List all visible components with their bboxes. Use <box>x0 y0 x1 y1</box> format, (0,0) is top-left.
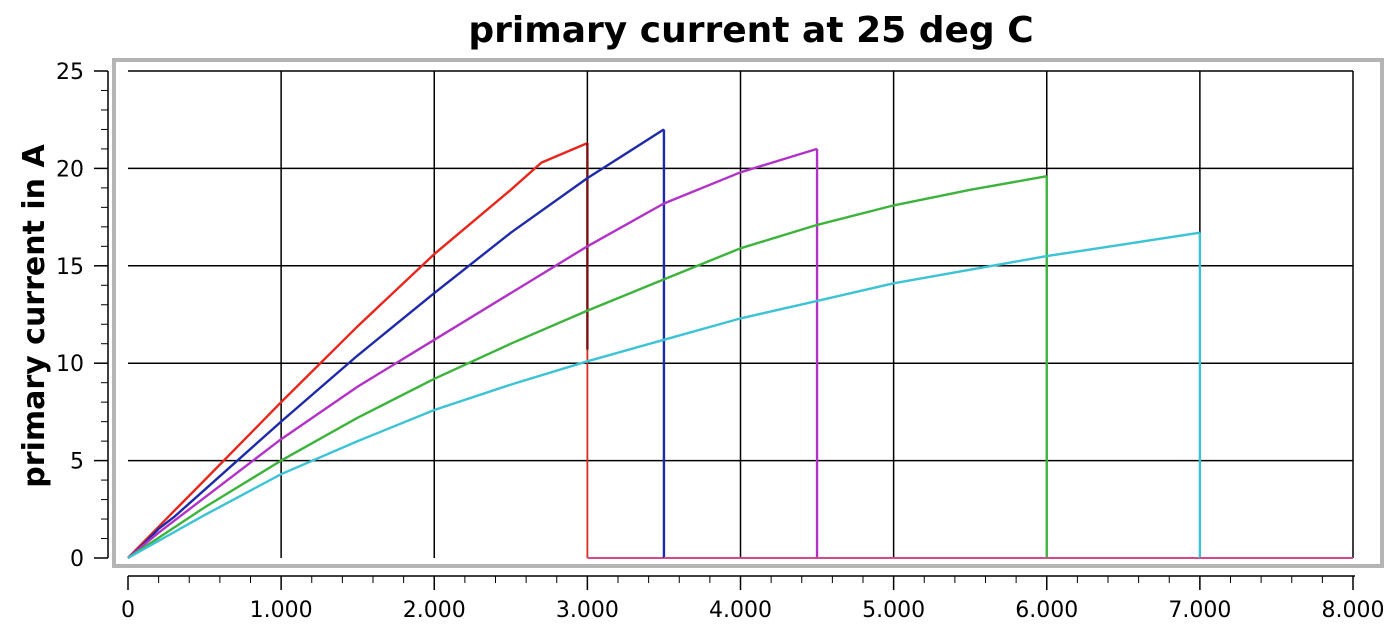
chart-title: primary current at 25 deg C <box>468 10 1033 51</box>
x-tick-label: 2.000 <box>403 598 466 623</box>
series-line <box>127 175 1048 560</box>
series-line <box>127 147 818 559</box>
x-tick-label: 4.000 <box>709 598 772 623</box>
grid-lines <box>128 70 1354 558</box>
x-tick-label: 6.000 <box>1015 598 1078 623</box>
y-tick-label: 5 <box>70 450 84 475</box>
x-tick-label: 7.000 <box>1168 598 1231 623</box>
series-line <box>127 141 588 559</box>
y-tick-label: 25 <box>56 60 84 85</box>
tick-labels: 0 5 10 15 20 25 0 1.000 2.000 3.000 4.000 5.000 6.00… <box>56 60 1384 623</box>
series-lines <box>127 128 1353 560</box>
y-tick-label: 0 <box>70 547 84 572</box>
y-tick-label: 20 <box>56 157 84 182</box>
axes <box>94 70 1355 590</box>
series-line <box>127 231 1201 560</box>
x-tick-label: 8.000 <box>1322 598 1385 623</box>
y-tick-label: 10 <box>56 352 84 377</box>
x-tick-label: 3.000 <box>556 598 619 623</box>
y-tick-label: 15 <box>56 255 84 280</box>
x-tick-label: 0 <box>121 598 135 623</box>
y-axis-label: primary current in A <box>17 144 52 488</box>
series-line <box>127 128 665 559</box>
plot-frame <box>112 58 1384 568</box>
x-tick-label: 5.000 <box>862 598 925 623</box>
x-tick-label: 1.000 <box>250 598 313 623</box>
